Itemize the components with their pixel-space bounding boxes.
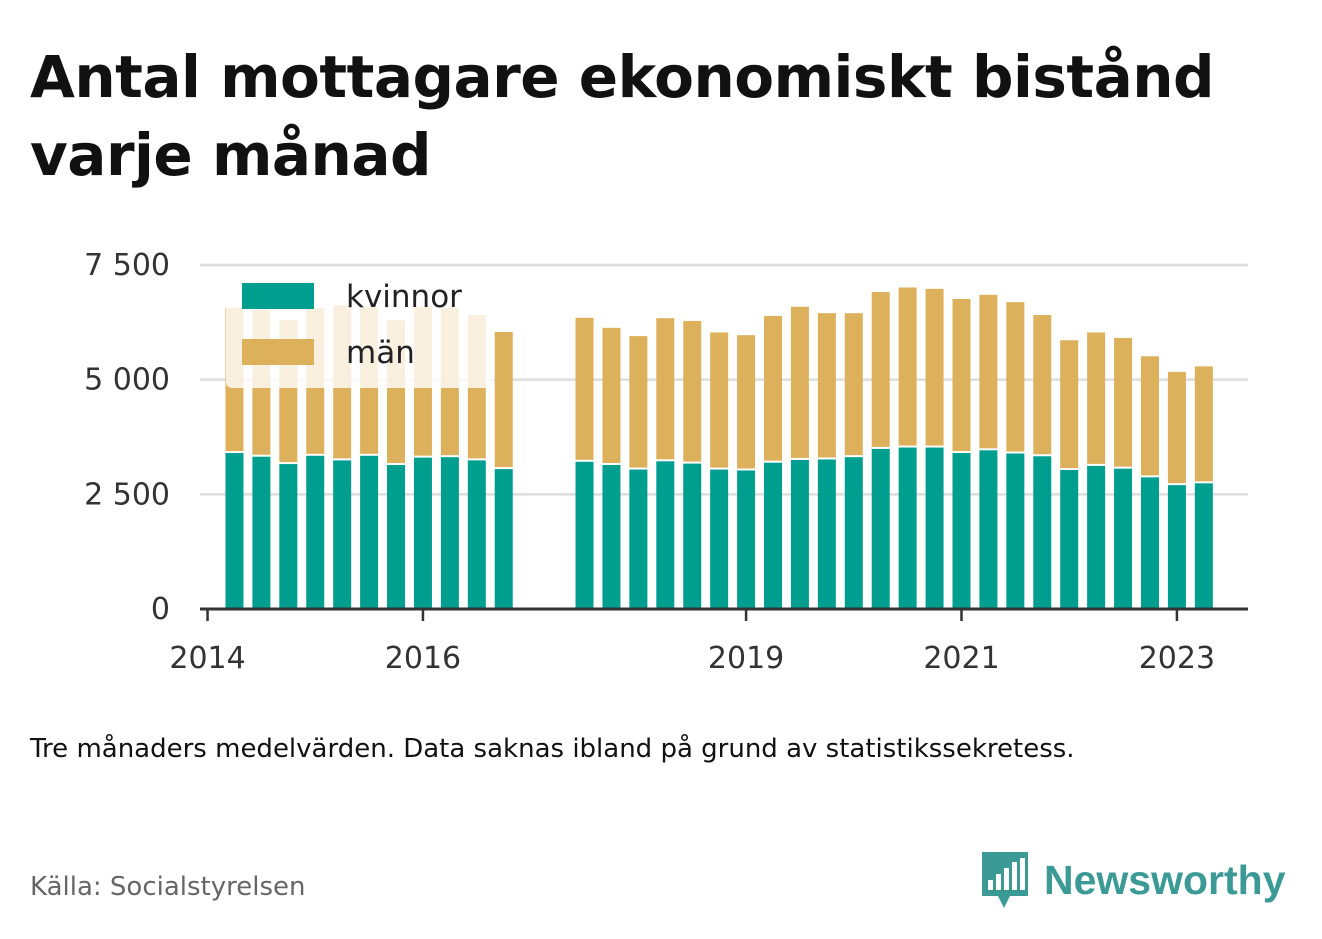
bar-kvinnor	[1167, 485, 1186, 609]
bar-kvinnor	[225, 453, 244, 609]
y-tick-label: 2 500	[84, 477, 170, 512]
bar-kvinnor	[817, 459, 836, 609]
bar-man	[790, 306, 809, 458]
bar-man	[710, 332, 729, 468]
x-tick-label: 2023	[1139, 641, 1215, 676]
legend-label: kvinnor	[346, 279, 462, 315]
bar-kvinnor	[683, 463, 702, 609]
bar-kvinnor	[467, 460, 486, 609]
newsworthy-chart-logo-icon	[982, 852, 1028, 908]
bar-man	[1167, 371, 1186, 484]
x-tick-label: 2019	[708, 641, 784, 676]
bar-kvinnor	[494, 469, 513, 609]
bar-man	[737, 335, 756, 469]
bar-kvinnor	[279, 464, 298, 609]
bar-kvinnor	[844, 457, 863, 609]
bar-kvinnor	[925, 447, 944, 609]
bar-kvinnor	[764, 462, 783, 609]
bar-man	[1060, 340, 1079, 469]
y-tick-label: 5 000	[84, 363, 170, 398]
x-tick-label: 2021	[923, 641, 999, 676]
bar-man	[764, 315, 783, 461]
bar-kvinnor	[1194, 483, 1213, 609]
bar-kvinnor	[979, 450, 998, 609]
bar-kvinnor	[1033, 456, 1052, 609]
bar-man	[1006, 302, 1025, 452]
bar-man	[683, 320, 702, 462]
x-tick-label: 2016	[385, 641, 461, 676]
bar-man	[656, 318, 675, 460]
chart-note: Tre månaders medelvärden. Data saknas ib…	[30, 734, 1075, 764]
legend-swatch	[242, 283, 314, 309]
bar-man	[629, 336, 648, 468]
bar-man	[1033, 314, 1052, 455]
bar-man	[1114, 337, 1133, 467]
bar-kvinnor	[737, 470, 756, 609]
bar-kvinnor	[1140, 477, 1159, 609]
bar-kvinnor	[629, 469, 648, 609]
bar-man	[1087, 332, 1106, 464]
y-tick-label: 0	[151, 592, 170, 627]
bar-kvinnor	[1114, 468, 1133, 609]
bar-kvinnor	[656, 461, 675, 609]
chart-title: Antal mottagare ekonomiskt bistånd varje…	[30, 43, 1215, 189]
bar-kvinnor	[1087, 465, 1106, 609]
bar-kvinnor	[952, 453, 971, 609]
bar-man	[898, 287, 917, 446]
bar-man	[844, 313, 863, 456]
bar-kvinnor	[306, 455, 325, 609]
bar-man	[602, 327, 621, 463]
bar-kvinnor	[898, 447, 917, 609]
x-tick-label: 2014	[169, 641, 245, 676]
bar-man	[817, 313, 836, 458]
bar-man	[1194, 366, 1213, 482]
bar-kvinnor	[387, 464, 406, 609]
bar-kvinnor	[710, 469, 729, 609]
bar-man	[1140, 356, 1159, 476]
bar-man	[979, 294, 998, 449]
bar-kvinnor	[871, 448, 890, 609]
y-tick-label: 7 500	[84, 248, 170, 283]
bar-kvinnor	[1006, 453, 1025, 609]
bar-kvinnor	[360, 455, 379, 609]
bar-man	[925, 288, 944, 446]
bar-kvinnor	[1060, 470, 1079, 609]
bar-kvinnor	[440, 457, 459, 609]
bar-man	[575, 317, 594, 460]
brand-name: Newsworthy	[1044, 856, 1286, 903]
brand-logo[interactable]: Newsworthy	[980, 848, 1286, 912]
bar-man	[494, 331, 513, 468]
legend-swatch	[242, 339, 314, 365]
bar-kvinnor	[252, 456, 271, 609]
legend-label: män	[346, 335, 415, 371]
bar-man	[952, 298, 971, 452]
bar-kvinnor	[602, 464, 621, 609]
bar-kvinnor	[790, 459, 809, 609]
source-text: Källa: Socialstyrelsen	[30, 872, 306, 902]
bar-kvinnor	[413, 457, 432, 609]
legend: kvinnor män	[226, 268, 494, 388]
bar-kvinnor	[333, 460, 352, 609]
bar-man	[871, 292, 890, 447]
bar-kvinnor	[575, 461, 594, 609]
